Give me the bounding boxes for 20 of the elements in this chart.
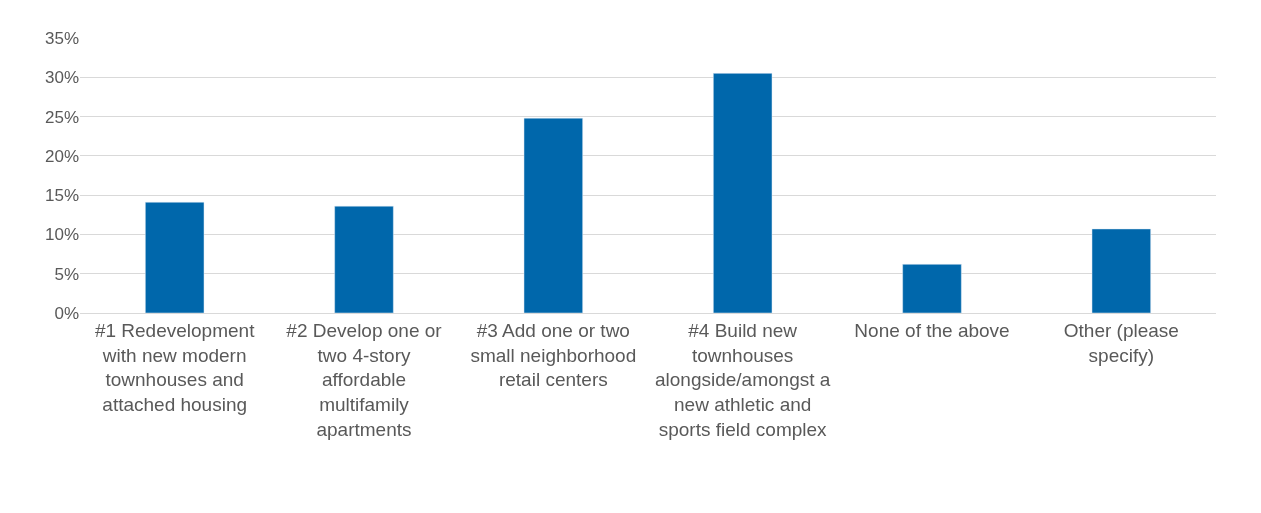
- y-tick-label: 20%: [44, 146, 79, 166]
- y-tick-label: 0%: [54, 303, 79, 323]
- y-tick-label: 5%: [54, 264, 79, 284]
- bar: [334, 205, 394, 313]
- y-tick-label: 10%: [44, 225, 79, 245]
- x-tick-label: Other (please specify): [1063, 319, 1179, 366]
- y-tick-label: 35%: [44, 28, 79, 48]
- x-tick-label: #3 Add one or two small neighborhood retail centers: [470, 319, 637, 391]
- bar: [145, 201, 205, 313]
- bar: [1091, 228, 1151, 313]
- bar: [902, 264, 962, 313]
- bar: [713, 73, 773, 313]
- x-tick-label: #4 Build new townhouses alongside/amongst a new athletic and sports field complex: [655, 319, 831, 440]
- x-tick-label: #1 Redevelopment with new modern townhouses and attached housing: [94, 319, 256, 415]
- y-tick-label: 25%: [44, 107, 79, 127]
- x-tick-label: #2 Develop one or two 4-story affordable multifamily apartments: [286, 319, 443, 440]
- y-tick-label: 30%: [44, 68, 79, 88]
- bar: [523, 117, 583, 313]
- x-tick-label: None of the above: [854, 319, 1010, 341]
- y-tick-label: 15%: [44, 186, 79, 206]
